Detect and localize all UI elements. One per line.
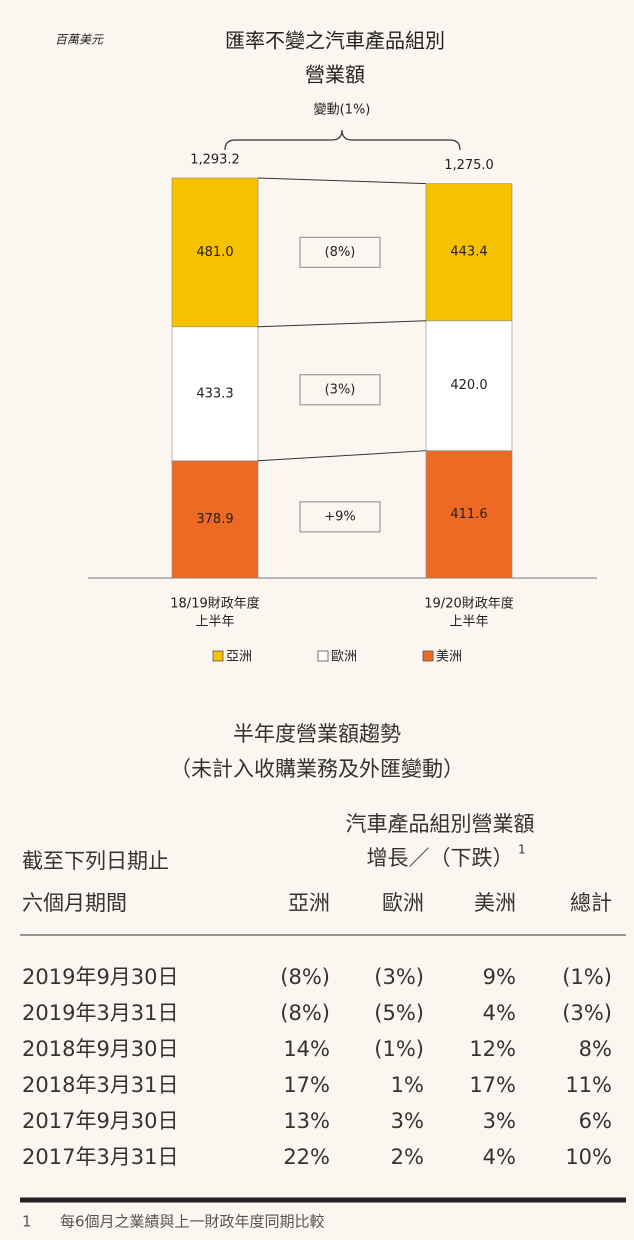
unit: 百萬美元 bbox=[55, 33, 104, 47]
value-label: 411.6 bbox=[450, 507, 487, 522]
legend-swatch bbox=[317, 650, 329, 662]
cell: 22% bbox=[283, 1145, 330, 1169]
value-label: 443.4 bbox=[450, 245, 487, 260]
change-label: 變動(1%) bbox=[314, 102, 371, 118]
legend-label: 亞洲 bbox=[226, 650, 252, 665]
cell: 9% bbox=[483, 965, 516, 989]
cell: 8% bbox=[579, 1037, 612, 1061]
bar-segment bbox=[425, 450, 513, 579]
group-header: 汽車產品組別營業額 bbox=[346, 812, 535, 836]
category-label: 18/19財政年度 bbox=[170, 596, 259, 612]
bar-segment bbox=[171, 326, 259, 462]
bar-segment bbox=[171, 460, 259, 579]
chart-title: 匯率不變之汽車產品組別 bbox=[225, 29, 445, 53]
column-header: 亞洲 bbox=[288, 891, 330, 915]
cell: 10% bbox=[565, 1145, 612, 1169]
legend-swatch bbox=[422, 650, 434, 662]
value-label: 378.9 bbox=[196, 512, 233, 527]
brace bbox=[224, 129, 461, 151]
bar-segment bbox=[425, 320, 513, 451]
cell: 14% bbox=[283, 1037, 330, 1061]
category-label: 上半年 bbox=[449, 615, 488, 630]
legend-swatch bbox=[212, 650, 224, 662]
table-title: 半年度營業額趨勢 bbox=[233, 722, 401, 746]
cell: (3%) bbox=[374, 965, 424, 989]
cell: 1% bbox=[391, 1073, 424, 1097]
legend-label: 美洲 bbox=[436, 650, 462, 665]
cell: 3% bbox=[391, 1109, 424, 1133]
footnote-marker: 1 bbox=[22, 1213, 32, 1231]
cell: (8%) bbox=[280, 1001, 330, 1025]
group-header: 增長／（下跌） bbox=[367, 846, 514, 870]
bar-segment bbox=[171, 177, 259, 328]
change-box bbox=[299, 236, 381, 268]
column-header: 美洲 bbox=[474, 891, 516, 915]
total-label: 1,275.0 bbox=[444, 158, 494, 173]
cell: 17% bbox=[469, 1073, 516, 1097]
column-header: 總計 bbox=[570, 891, 612, 915]
row-label: 2019年9月30日 bbox=[22, 965, 179, 989]
value-label: 481.0 bbox=[196, 245, 233, 260]
cell: 11% bbox=[565, 1073, 612, 1097]
cell: 4% bbox=[483, 1145, 516, 1169]
cell: (5%) bbox=[374, 1001, 424, 1025]
connector bbox=[257, 177, 427, 185]
row-label: 2017年9月30日 bbox=[22, 1109, 179, 1133]
chart-title: 營業額 bbox=[305, 63, 365, 87]
row-header: 截至下列日期止 bbox=[22, 849, 169, 873]
cell: 3% bbox=[483, 1109, 516, 1133]
value-label: 420.0 bbox=[450, 378, 487, 393]
column-header: 歐洲 bbox=[382, 891, 424, 915]
change-box bbox=[299, 501, 381, 533]
cell: 2% bbox=[391, 1145, 424, 1169]
group-note: 1 bbox=[518, 843, 526, 857]
row-label: 2019年3月31日 bbox=[22, 1001, 179, 1025]
value-label: 433.3 bbox=[196, 386, 233, 401]
cell: (1%) bbox=[562, 965, 612, 989]
connector bbox=[257, 450, 427, 462]
cell: 4% bbox=[483, 1001, 516, 1025]
footnote-text: 每6個月之業績與上一財政年度同期比較 bbox=[60, 1213, 325, 1231]
category-label: 19/20財政年度 bbox=[424, 596, 513, 612]
total-label: 1,293.2 bbox=[190, 153, 240, 168]
cell: 17% bbox=[283, 1073, 330, 1097]
change-label: +9% bbox=[324, 509, 356, 524]
cell: 6% bbox=[579, 1109, 612, 1133]
row-header: 六個月期間 bbox=[22, 891, 127, 915]
row-label: 2018年3月31日 bbox=[22, 1073, 179, 1097]
cell: (3%) bbox=[562, 1001, 612, 1025]
change-label: (8%) bbox=[325, 245, 356, 260]
bar-segment bbox=[425, 183, 513, 322]
row-label: 2018年9月30日 bbox=[22, 1037, 179, 1061]
legend-label: 歐洲 bbox=[331, 650, 357, 665]
change-box bbox=[299, 374, 381, 406]
table-title: （未計入收購業務及外匯變動） bbox=[170, 757, 464, 781]
change-label: (3%) bbox=[325, 382, 356, 397]
cell: (8%) bbox=[280, 965, 330, 989]
cell: (1%) bbox=[374, 1037, 424, 1061]
row-label: 2017年3月31日 bbox=[22, 1145, 179, 1169]
connector bbox=[257, 320, 427, 328]
cell: 12% bbox=[469, 1037, 516, 1061]
cell: 13% bbox=[283, 1109, 330, 1133]
category-label: 上半年 bbox=[195, 615, 234, 630]
